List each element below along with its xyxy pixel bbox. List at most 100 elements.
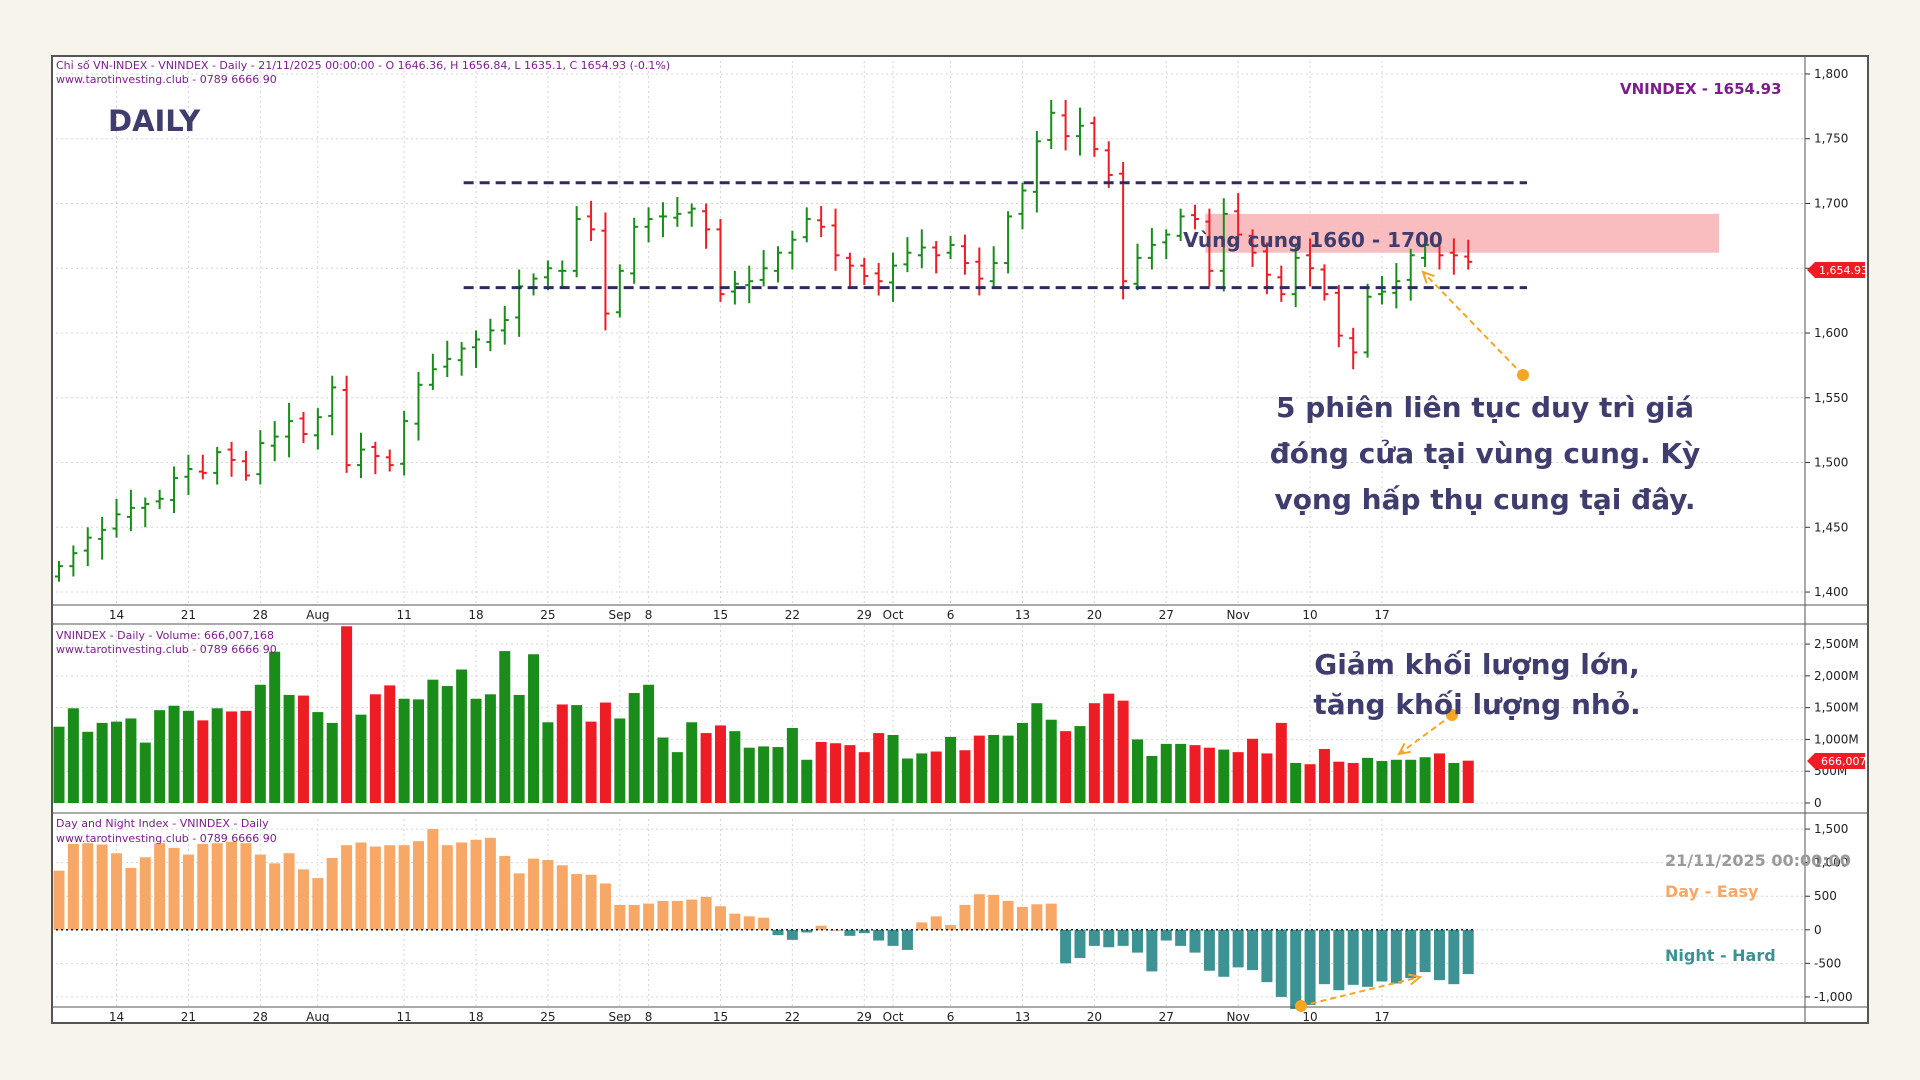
volume-bar bbox=[700, 733, 712, 803]
dn-y-tick-label: 0 bbox=[1814, 923, 1822, 937]
day-night-bar bbox=[714, 906, 726, 930]
volume-bar bbox=[82, 731, 94, 803]
dn-x-tick-label: 14 bbox=[109, 1010, 124, 1022]
day-night-bar bbox=[355, 842, 367, 930]
day-night-bar bbox=[226, 841, 238, 930]
price-x-tick-label: 17 bbox=[1374, 608, 1389, 622]
day-night-bar bbox=[643, 903, 655, 930]
day-night-bar bbox=[686, 899, 698, 930]
volume-annotation-arrow bbox=[1398, 714, 1453, 755]
day-night-bar bbox=[1376, 929, 1388, 982]
day-night-bar bbox=[743, 916, 755, 930]
dn-x-tick-label: 17 bbox=[1374, 1010, 1389, 1022]
volume-bar bbox=[1376, 761, 1388, 803]
volume-bar bbox=[182, 710, 194, 803]
price-x-tick-label: 8 bbox=[645, 608, 653, 622]
volume-bar bbox=[154, 710, 166, 803]
dn-y-tick-label: 500 bbox=[1814, 889, 1837, 903]
day-night-bar bbox=[499, 855, 511, 930]
price-annotation-line3: vọng hấp thụ cung tại đây. bbox=[1274, 483, 1695, 516]
volume-bar bbox=[930, 751, 942, 803]
volume-bar bbox=[254, 684, 266, 803]
volume-bar bbox=[297, 695, 309, 803]
day-night-bar bbox=[297, 869, 309, 930]
day-night-bar bbox=[988, 894, 1000, 930]
day-night-bar bbox=[1088, 929, 1100, 946]
dn-x-tick-label: 20 bbox=[1087, 1010, 1102, 1022]
dn-annotation-arrow-head bbox=[1408, 973, 1423, 986]
volume-y-tick-label: 0 bbox=[1814, 796, 1822, 810]
day-night-bar bbox=[413, 841, 424, 930]
volume-bar bbox=[125, 718, 137, 803]
volume-bars bbox=[53, 626, 1474, 803]
day-night-bar bbox=[1103, 929, 1115, 948]
price-x-tick-label: 20 bbox=[1087, 608, 1102, 622]
day-night-bar bbox=[671, 900, 683, 930]
volume-header: VNINDEX - Daily - Volume: 666,007,168 bbox=[56, 629, 274, 642]
volume-bar bbox=[887, 734, 899, 803]
day-night-bar bbox=[1275, 929, 1287, 997]
day-night-bar bbox=[326, 857, 338, 930]
volume-bar bbox=[830, 743, 842, 803]
day-night-bar bbox=[873, 929, 885, 941]
day-night-bar bbox=[657, 900, 669, 930]
dn-y-tick-label: -1,000 bbox=[1814, 990, 1853, 1004]
day-night-bar bbox=[973, 894, 985, 930]
day-night-bar bbox=[1232, 929, 1244, 968]
price-y-tick-label: 1,450 bbox=[1814, 520, 1848, 534]
day-night-bar bbox=[1347, 929, 1359, 985]
volume-bar bbox=[441, 686, 453, 803]
volume-bar bbox=[211, 708, 223, 803]
volume-bar bbox=[1333, 761, 1345, 803]
day-night-bar bbox=[772, 929, 784, 936]
day-night-bar bbox=[139, 857, 151, 930]
panel-separators bbox=[53, 57, 1867, 1022]
dn-x-tick-label: 21 bbox=[181, 1010, 196, 1022]
price-x-tick-label: 27 bbox=[1159, 608, 1174, 622]
volume-annotation-line1: Giảm khối lượng lớn, bbox=[1314, 648, 1639, 681]
day-night-bar bbox=[312, 878, 324, 930]
volume-bar bbox=[714, 725, 726, 803]
volume-bar bbox=[312, 712, 324, 803]
day-night-bar bbox=[1433, 929, 1445, 981]
day-night-bar bbox=[1045, 903, 1057, 930]
day-night-bar bbox=[154, 843, 166, 930]
day-night-bar bbox=[67, 843, 79, 930]
dn-x-tick-label: 29 bbox=[857, 1010, 872, 1022]
volume-bar bbox=[901, 758, 913, 803]
day-night-bar bbox=[1362, 929, 1374, 987]
volume-bar bbox=[168, 705, 180, 803]
day-night-bar bbox=[1016, 906, 1028, 930]
day-night-bar bbox=[369, 846, 381, 930]
last-volume-marker: 666,007 bbox=[1807, 753, 1867, 769]
day-night-bar bbox=[1419, 929, 1431, 973]
volume-bar bbox=[341, 626, 353, 803]
dn-x-tick-label: 18 bbox=[468, 1010, 483, 1022]
day-night-bar bbox=[1175, 929, 1187, 946]
volume-annotation-arrow-dot bbox=[1446, 709, 1458, 721]
day-night-bar bbox=[858, 929, 870, 934]
day-night-bar bbox=[470, 839, 482, 930]
last-price-label: 1,654.93 bbox=[1819, 264, 1867, 277]
volume-bar bbox=[1002, 735, 1014, 803]
volume-bar bbox=[1175, 743, 1187, 803]
volume-bar bbox=[786, 727, 798, 803]
volume-annotation-line2: tăng khối lượng nhỏ. bbox=[1313, 688, 1640, 721]
day-night-bar bbox=[341, 845, 353, 930]
volume-bar bbox=[542, 722, 554, 803]
volume-bar bbox=[973, 735, 985, 803]
volume-bar bbox=[1103, 693, 1115, 803]
volume-annotation-arrow-head bbox=[1397, 742, 1411, 756]
volume-header-contact: www.tarotinvesting.club - 0789 6666 90 bbox=[56, 643, 277, 656]
day-night-bar bbox=[959, 904, 971, 930]
price-x-tick-label: 11 bbox=[396, 608, 411, 622]
price-x-tick-label: Oct bbox=[883, 608, 904, 622]
dn-timestamp: 21/11/2025 00:00:00 bbox=[1665, 851, 1851, 870]
volume-bar bbox=[96, 722, 108, 803]
day-night-bar bbox=[1304, 929, 1316, 1005]
day-night-bar bbox=[758, 917, 770, 930]
price-x-tick-label: 21 bbox=[181, 608, 196, 622]
volume-bar bbox=[1290, 762, 1302, 803]
volume-bar bbox=[53, 726, 65, 803]
day-night-bar bbox=[1462, 929, 1474, 975]
